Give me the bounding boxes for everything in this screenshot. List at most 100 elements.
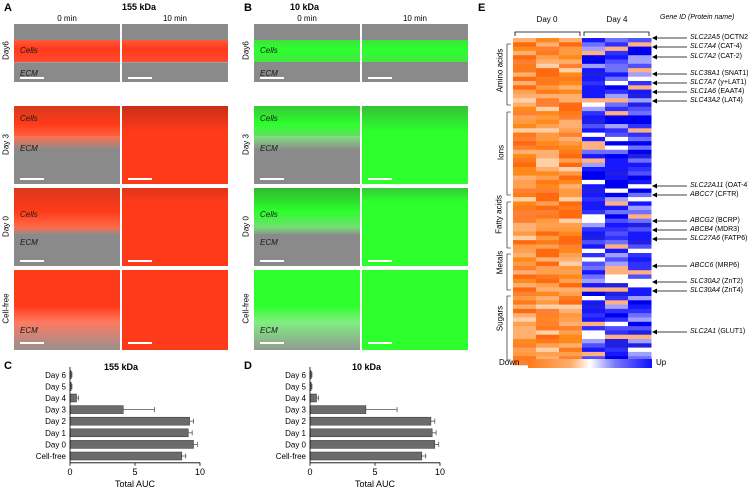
heatmap-cell xyxy=(513,124,537,129)
heatmap-cell xyxy=(536,38,560,43)
heatmap-cell xyxy=(536,192,560,198)
heatmap-cell xyxy=(513,55,537,60)
gene-label: SLC7A4 (CAT-4) xyxy=(690,43,742,51)
heatmap-cell xyxy=(605,253,629,258)
heatmap-cell xyxy=(582,162,606,168)
gene-label: SLC2A1 (GLUT1) xyxy=(690,328,745,336)
heatmap-cell xyxy=(628,81,652,86)
gene-arrow-head xyxy=(652,183,657,189)
heatmap-cell xyxy=(605,115,629,121)
heatmap-cell xyxy=(559,321,583,327)
category-tick-label: Day 2 xyxy=(285,417,306,426)
gene-label: SLC7A7 (y+LAT1) xyxy=(690,79,746,87)
heatmap-cell xyxy=(536,244,560,250)
heatmap-cell xyxy=(513,128,537,134)
heatmap-cell xyxy=(605,197,629,202)
heatmap-cell xyxy=(536,89,560,95)
x-tick-label: 0 xyxy=(67,467,72,477)
heatmap-cell xyxy=(536,304,560,310)
gene-label: SLC43A2 (LAT4) xyxy=(690,97,743,105)
heatmap-cell xyxy=(536,197,560,202)
heatmap-cell xyxy=(628,93,652,99)
panel-a-row-label-day3: Day 3 xyxy=(1,134,11,155)
heatmap-cell xyxy=(513,184,537,189)
heatmap-cell xyxy=(582,347,606,353)
heatmap-cell xyxy=(559,50,583,56)
heatmap-cell xyxy=(536,210,560,215)
heatmap-cell xyxy=(582,274,606,280)
heatmap-cell xyxy=(513,154,537,159)
category-metals: Metals xyxy=(495,250,505,275)
heatmap-cell xyxy=(582,244,606,250)
panel-d-bar-chart: Day 6 Day 5 Day 4 Day 3 Day 2 Day 1 Day 0 Cell-… xyxy=(276,367,445,489)
heatmap-cell xyxy=(628,59,652,65)
panel-e-letter: E xyxy=(478,2,486,14)
heatmap-cell xyxy=(582,102,606,108)
heatmap-cell xyxy=(513,274,537,280)
gene-id: ABCC6 xyxy=(690,262,714,269)
gene-arrow-head xyxy=(652,192,657,198)
heatmap-cell xyxy=(559,205,583,211)
heatmap-cell xyxy=(628,50,652,56)
heatmap-cell xyxy=(605,227,629,232)
heatmap-cell xyxy=(582,205,606,211)
gene-id: SLC30A4 xyxy=(690,287,720,294)
heatmap-cell xyxy=(628,102,652,108)
panel-b-image-day0-10min xyxy=(362,188,468,266)
heatmap-cell xyxy=(536,222,560,228)
heatmap-cell xyxy=(582,179,606,185)
heatmap-cell xyxy=(513,278,537,284)
heatmap-cell xyxy=(605,343,629,349)
scale-bar xyxy=(128,260,152,262)
heatmap-cell xyxy=(536,201,560,207)
heatmap-cell xyxy=(536,124,560,129)
heatmap-cell xyxy=(536,136,560,142)
heatmap-cell xyxy=(559,218,583,224)
category-bracket xyxy=(506,295,511,361)
heatmap-cell xyxy=(628,231,652,237)
heatmap-cell xyxy=(536,248,560,254)
ecm-label: ECM xyxy=(260,69,278,78)
ecm-label: ECM xyxy=(20,238,38,247)
heatmap-cell xyxy=(536,257,560,263)
heatmap-cell xyxy=(628,46,652,52)
heatmap-cell xyxy=(605,184,629,189)
heatmap-cell xyxy=(559,291,583,297)
heatmap-cell xyxy=(513,59,537,65)
heatmap-cell xyxy=(582,42,606,48)
heatmap-cell xyxy=(513,347,537,353)
gene-arrow-head xyxy=(652,218,657,224)
panel-b-row-label-day0: Day 0 xyxy=(241,216,251,237)
gene-arrow-head xyxy=(652,288,657,294)
gene-arrow-head xyxy=(652,71,657,77)
heatmap-cell xyxy=(582,270,606,275)
heatmap-cell xyxy=(582,192,606,198)
heatmap-cell xyxy=(582,55,606,60)
category-tick-label: Cell-free xyxy=(276,452,307,461)
heatmap-cell xyxy=(513,313,537,318)
heatmap-cell xyxy=(628,184,652,189)
x-tick-label: 0 xyxy=(307,467,312,477)
heatmap-cell xyxy=(582,132,606,138)
heatmap-cell xyxy=(628,287,652,293)
panel-b-image-cellfree-10min xyxy=(362,270,468,350)
heatmap-cell xyxy=(536,283,560,288)
heatmap-cell xyxy=(582,253,606,258)
heatmap-cell xyxy=(582,313,606,318)
heatmap-cell xyxy=(605,265,629,271)
heatmap-cell xyxy=(605,248,629,254)
panel-a-image-cellfree-0min: ECM xyxy=(14,270,120,350)
heatmap-cell xyxy=(536,46,560,52)
panel-a-image-day0-0min: Cells ECM xyxy=(14,188,120,266)
scale-bar xyxy=(368,178,392,180)
heatmap-cell xyxy=(513,179,537,185)
heatmap-cell xyxy=(628,248,652,254)
heatmap-cell xyxy=(513,334,537,340)
heatmap-cell xyxy=(582,184,606,189)
heatmap-cell xyxy=(628,85,652,91)
panel-b-row-label-day3: Day 3 xyxy=(241,134,251,155)
panel-b-image-day6-0min: Cells ECM xyxy=(254,24,360,82)
heatmap-cell xyxy=(536,265,560,271)
heatmap-cell xyxy=(628,141,652,146)
scale-bar xyxy=(368,342,392,344)
